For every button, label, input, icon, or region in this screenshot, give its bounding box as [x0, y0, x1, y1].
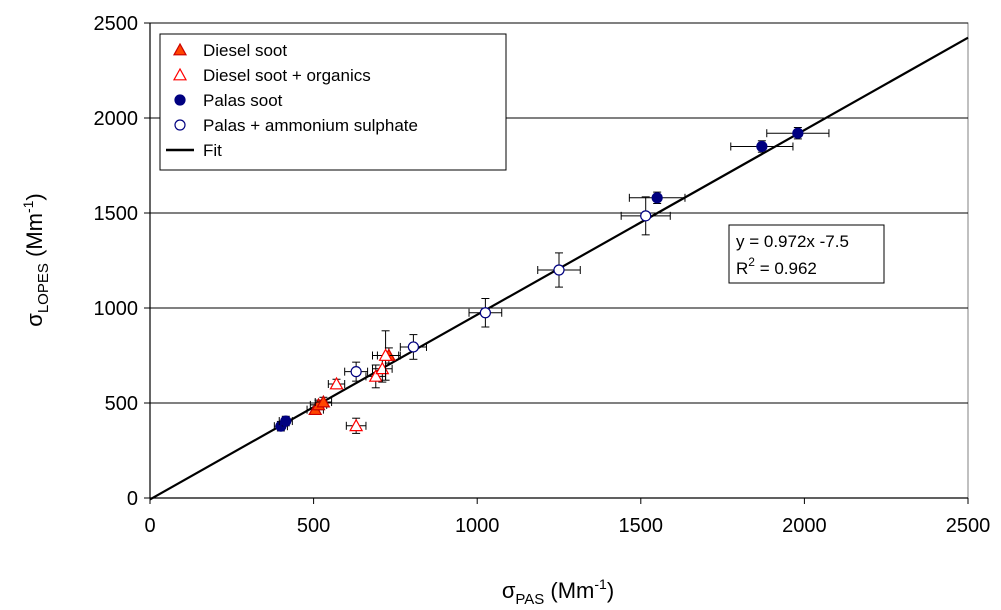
legend-label: Diesel soot + organics — [203, 66, 371, 85]
x-axis-title-close: ) — [607, 578, 614, 603]
legend-marker — [172, 42, 188, 56]
x-tick-label: 2000 — [782, 515, 827, 537]
legend-marker — [174, 94, 186, 106]
fit-r2-prefix: R — [736, 259, 748, 278]
axes — [144, 22, 969, 504]
y-tick-labels: 0 500 1000 1500 2000 2500 — [94, 13, 139, 510]
x-tick-label: 1500 — [619, 515, 664, 537]
fit-equation: y = 0.972x -7.5 — [736, 232, 849, 251]
data-point — [468, 298, 503, 328]
point-marker — [792, 127, 804, 139]
point-marker — [329, 376, 344, 390]
x-axis-title-main: σ — [502, 578, 516, 603]
data-points — [273, 127, 830, 434]
legend-label: Fit — [203, 141, 222, 160]
y-axis-title: σLOPES (Mm-1) — [20, 193, 52, 326]
y-tick-label: 2500 — [94, 13, 139, 35]
fit-r2-sup: 2 — [748, 255, 755, 269]
legend-item: Diesel soot + organics — [172, 66, 371, 85]
legend-items: Diesel soot Diesel soot + organics Palas s… — [166, 41, 418, 160]
y-axis-title-sup: -1 — [20, 200, 36, 213]
y-axis-title-close: ) — [22, 193, 47, 200]
data-point — [371, 330, 400, 381]
y-tick-label: 0 — [127, 488, 138, 510]
legend-box — [159, 33, 507, 171]
data-point — [278, 415, 293, 427]
legend: Diesel soot Diesel soot + organics Palas s… — [159, 33, 507, 171]
fit-r2-value: = 0.962 — [755, 259, 817, 278]
data-point — [730, 140, 794, 153]
data-point — [628, 191, 686, 204]
y-axis-title-unit: (Mm — [22, 213, 47, 263]
legend-marker — [174, 119, 186, 131]
y-axis-title-main: σ — [22, 313, 47, 327]
legend-item: Palas + ammonium sulphate — [174, 116, 418, 135]
point-marker — [280, 415, 292, 427]
point-marker — [350, 366, 362, 378]
data-point — [314, 394, 333, 408]
data-point — [344, 361, 369, 382]
x-axis-title-sub: PAS — [515, 591, 544, 608]
x-tick-label: 1000 — [455, 515, 500, 537]
y-axis-title-sub: LOPES — [35, 263, 52, 313]
y-tick-label: 2000 — [94, 108, 139, 130]
y-tick-label: 500 — [105, 393, 138, 415]
point-marker — [479, 307, 491, 319]
x-axis-title-sup: -1 — [594, 576, 607, 592]
x-axis-title-unit: (Mm — [544, 578, 594, 603]
legend-label: Diesel soot — [203, 41, 287, 60]
legend-marker — [172, 67, 188, 81]
point-marker — [316, 394, 331, 408]
x-axis-title: σPAS (Mm-1) — [502, 576, 614, 608]
point-marker — [407, 341, 419, 353]
data-point — [345, 417, 367, 434]
fit-annotation-box — [728, 224, 885, 284]
point-marker — [349, 418, 364, 432]
y-tick-label: 1500 — [94, 203, 139, 225]
data-point — [399, 334, 427, 360]
x-tick-label: 2500 — [946, 515, 991, 537]
point-marker — [651, 192, 663, 204]
fit-r-squared: R2 = 0.962 — [736, 255, 817, 278]
point-marker — [756, 140, 768, 153]
data-point — [620, 196, 671, 236]
legend-label: Palas soot — [203, 91, 283, 110]
x-tick-labels: 0 500 1000 1500 2000 2500 — [144, 515, 990, 537]
data-point — [327, 376, 346, 390]
data-point — [537, 252, 581, 288]
legend-item: Palas soot — [174, 91, 283, 110]
point-marker — [368, 369, 383, 382]
data-point — [766, 127, 830, 140]
fit-annotation: y = 0.972x -7.5 R2 = 0.962 — [728, 224, 885, 284]
x-tick-label: 0 — [144, 515, 155, 537]
legend-item: Fit — [166, 141, 222, 160]
x-tick-label: 500 — [297, 515, 330, 537]
legend-label: Palas + ammonium sulphate — [203, 116, 418, 135]
y-tick-label: 1000 — [94, 298, 139, 320]
point-marker — [640, 210, 652, 222]
grid-lines — [150, 22, 968, 404]
legend-item: Diesel soot — [172, 41, 287, 60]
point-marker — [378, 348, 393, 361]
point-marker — [553, 264, 565, 276]
